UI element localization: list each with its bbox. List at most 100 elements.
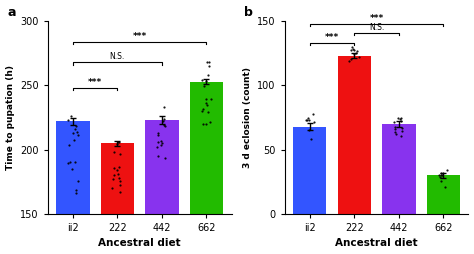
Point bbox=[155, 140, 162, 144]
Text: ***: *** bbox=[88, 78, 102, 87]
Point bbox=[347, 57, 355, 61]
Point bbox=[439, 171, 447, 175]
Point bbox=[438, 173, 446, 177]
Point bbox=[202, 97, 210, 101]
Point bbox=[353, 51, 360, 55]
Point bbox=[391, 127, 399, 131]
Point bbox=[66, 160, 73, 164]
Point bbox=[308, 137, 315, 141]
Text: b: b bbox=[244, 6, 253, 19]
Point bbox=[161, 105, 168, 109]
Point bbox=[162, 156, 169, 160]
Point bbox=[305, 118, 313, 122]
Point bbox=[437, 175, 444, 179]
Point bbox=[198, 78, 206, 82]
Point bbox=[310, 112, 317, 116]
Point bbox=[350, 52, 358, 56]
Point bbox=[73, 130, 81, 134]
Point bbox=[203, 103, 211, 107]
X-axis label: Ancestral diet: Ancestral diet bbox=[98, 239, 181, 248]
Text: ***: *** bbox=[325, 33, 339, 42]
Text: N.S.: N.S. bbox=[369, 23, 384, 31]
Bar bbox=[190, 82, 223, 254]
Point bbox=[72, 188, 80, 192]
Point bbox=[203, 60, 211, 64]
Point bbox=[117, 190, 124, 194]
Point bbox=[154, 133, 161, 137]
Point bbox=[153, 145, 161, 149]
Point bbox=[205, 60, 213, 65]
Text: a: a bbox=[7, 6, 16, 19]
Bar bbox=[100, 143, 134, 254]
Point bbox=[397, 116, 404, 120]
Bar bbox=[427, 175, 460, 214]
Point bbox=[207, 120, 214, 124]
Point bbox=[310, 120, 318, 124]
Point bbox=[155, 154, 162, 158]
Point bbox=[113, 168, 121, 172]
Point bbox=[302, 118, 310, 122]
Point bbox=[395, 116, 402, 120]
Point bbox=[72, 191, 79, 195]
Point bbox=[390, 120, 397, 124]
Bar bbox=[337, 56, 371, 214]
Point bbox=[110, 166, 118, 170]
Point bbox=[346, 59, 353, 63]
Point bbox=[201, 84, 208, 88]
Point bbox=[202, 121, 210, 125]
Point bbox=[349, 46, 357, 51]
Point bbox=[205, 64, 213, 68]
Point bbox=[202, 79, 210, 83]
Point bbox=[158, 140, 166, 145]
Point bbox=[117, 152, 124, 156]
Point bbox=[74, 179, 82, 183]
Point bbox=[202, 101, 210, 105]
Point bbox=[391, 125, 399, 129]
Point bbox=[67, 114, 75, 118]
Point bbox=[356, 55, 363, 59]
X-axis label: Ancestral diet: Ancestral diet bbox=[335, 239, 418, 248]
Point bbox=[350, 48, 358, 52]
Point bbox=[198, 109, 205, 113]
Point bbox=[160, 123, 167, 128]
Point bbox=[397, 134, 405, 138]
Point bbox=[65, 143, 73, 147]
Point bbox=[114, 172, 122, 176]
Point bbox=[71, 138, 78, 142]
Point bbox=[115, 165, 123, 169]
Text: ***: *** bbox=[133, 31, 147, 41]
Bar bbox=[293, 126, 327, 214]
Point bbox=[117, 179, 124, 183]
Point bbox=[74, 133, 82, 137]
Y-axis label: Time to pupation (h): Time to pupation (h) bbox=[6, 65, 15, 170]
Point bbox=[71, 127, 79, 131]
Point bbox=[109, 150, 117, 154]
Point bbox=[349, 45, 356, 49]
Point bbox=[108, 186, 116, 190]
Point bbox=[204, 109, 211, 114]
Point bbox=[200, 107, 207, 111]
Point bbox=[109, 173, 117, 177]
Point bbox=[398, 129, 406, 133]
Text: ***: *** bbox=[369, 14, 383, 23]
Point bbox=[437, 171, 444, 176]
Point bbox=[161, 124, 169, 128]
Point bbox=[69, 167, 76, 171]
Point bbox=[64, 161, 72, 165]
Point bbox=[109, 177, 117, 181]
Y-axis label: 3 d eclosion (count): 3 d eclosion (count) bbox=[243, 67, 252, 168]
Point bbox=[305, 116, 312, 120]
Point bbox=[353, 49, 361, 53]
Point bbox=[155, 131, 162, 135]
Point bbox=[437, 173, 445, 177]
Point bbox=[73, 124, 80, 128]
Point bbox=[116, 176, 123, 180]
Point bbox=[441, 185, 449, 189]
Point bbox=[113, 142, 121, 146]
Point bbox=[207, 97, 215, 101]
Point bbox=[116, 183, 123, 187]
Point bbox=[199, 122, 207, 126]
Point bbox=[159, 119, 166, 123]
Point bbox=[347, 47, 355, 52]
Point bbox=[303, 118, 310, 122]
